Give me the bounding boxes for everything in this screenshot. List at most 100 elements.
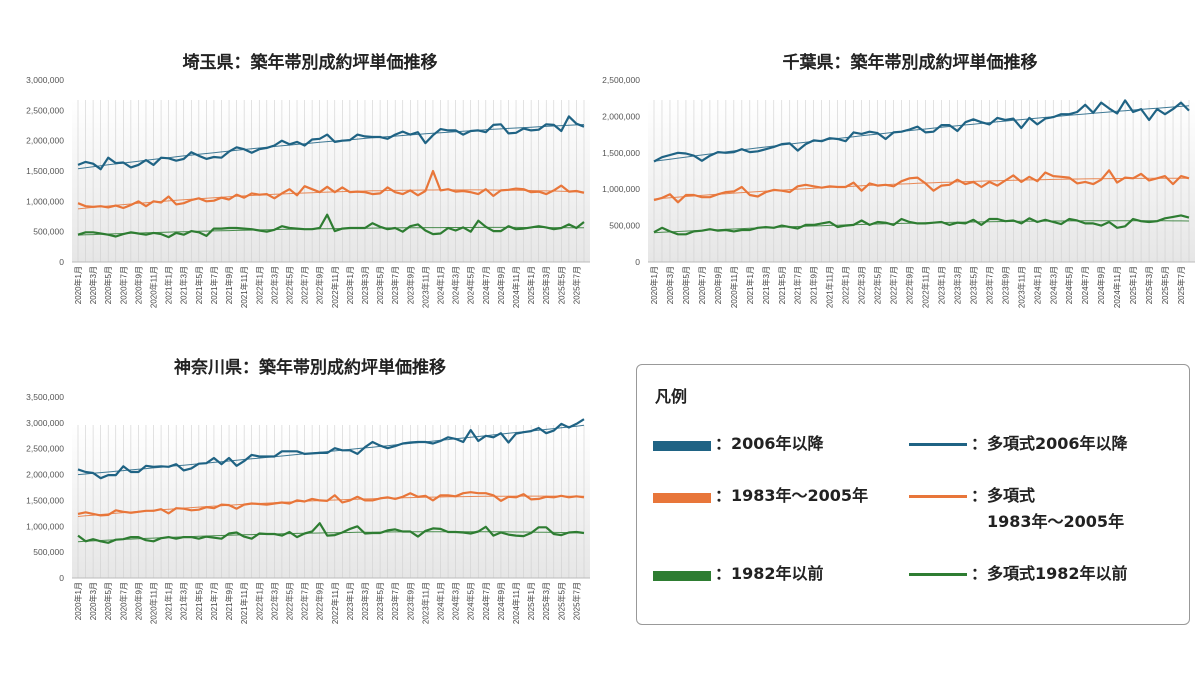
x-tick-label: 2021年11月 bbox=[239, 582, 249, 624]
series-line-pre1982 bbox=[77, 213, 585, 239]
legend-swatch bbox=[653, 493, 711, 503]
legend: 凡例 ：2006年以降 ：多項式2006年以降 ：1983年～2005年 ：多項式 1… bbox=[636, 364, 1190, 625]
x-tick-label: 2024年11月 bbox=[1112, 266, 1122, 308]
x-tick-label: 2025年3月 bbox=[1144, 266, 1154, 304]
x-tick-label: 2022年5月 bbox=[873, 266, 883, 304]
y-tick-label: 1,500,000 bbox=[26, 495, 64, 505]
x-tick-label: 2022年1月 bbox=[254, 582, 264, 620]
x-tick-label: 2024年7月 bbox=[481, 582, 491, 620]
x-tick-label: 2020年9月 bbox=[133, 266, 143, 304]
trendline-y1983_2005 bbox=[653, 177, 1189, 200]
chart-plot: 0 500,000 1,000,000 1,500,000 2,000,000 2,500… bbox=[26, 75, 590, 308]
x-tick-label: 2020年1月 bbox=[73, 266, 83, 304]
y-tick-label: 1,500,000 bbox=[26, 166, 64, 176]
series-line-y1983_2005 bbox=[653, 169, 1190, 204]
x-tick-label: 2021年5月 bbox=[777, 266, 787, 304]
x-tick-label: 2023年5月 bbox=[968, 266, 978, 304]
x-tick-label: 2024年7月 bbox=[1080, 266, 1090, 304]
x-tick-label: 2021年5月 bbox=[194, 266, 204, 304]
y-tick-label: 2,000,000 bbox=[602, 111, 640, 121]
legend-item: ：多項式1982年以前 bbox=[909, 561, 1128, 587]
x-tick-label: 2024年1月 bbox=[1032, 266, 1042, 304]
x-tick-label: 2023年11月 bbox=[420, 582, 430, 624]
x-tick-label: 2023年7月 bbox=[984, 266, 994, 304]
trendline-post2006 bbox=[77, 424, 585, 476]
x-tick-label: 2020年5月 bbox=[681, 266, 691, 304]
chart-chiba: 千葉県：築年帯別成約坪単価推移 0 500,000 1,000,000 1,500,0… bbox=[600, 40, 1200, 330]
y-tick-label: 3,000,000 bbox=[26, 418, 64, 428]
x-tick-label: 2020年7月 bbox=[118, 582, 128, 620]
y-tick-label: 1,000,000 bbox=[602, 184, 640, 194]
x-tick-label: 2022年7月 bbox=[300, 582, 310, 620]
legend-label: ：1982年以前 bbox=[715, 564, 824, 583]
y-tick-label: 3,500,000 bbox=[26, 392, 64, 402]
legend-label: ：1983年～2005年 bbox=[715, 486, 869, 505]
trendline-pre1982 bbox=[77, 226, 585, 236]
x-tick-label: 2024年9月 bbox=[496, 266, 506, 304]
trendline-y1983_2005 bbox=[77, 189, 585, 210]
x-tick-label: 2021年3月 bbox=[179, 582, 189, 620]
legend-item: ：1982年以前 bbox=[653, 561, 824, 587]
x-tick-label: 2023年3月 bbox=[952, 266, 962, 304]
x-tick-label: 2022年7月 bbox=[300, 266, 310, 304]
x-tick-label: 2020年9月 bbox=[133, 582, 143, 620]
legend-swatch bbox=[653, 441, 711, 451]
x-tick-label: 2022年3月 bbox=[269, 582, 279, 620]
y-tick-label: 2,500,000 bbox=[602, 75, 640, 85]
x-tick-label: 2025年5月 bbox=[1160, 266, 1170, 304]
y-tick-label: 1,000,000 bbox=[26, 521, 64, 531]
legend-line-swatch bbox=[909, 573, 967, 576]
x-tick-label: 2020年3月 bbox=[88, 266, 98, 304]
legend-label: ：多項式1982年以前 bbox=[971, 564, 1128, 583]
x-tick-label: 2023年1月 bbox=[345, 266, 355, 304]
x-tick-label: 2020年5月 bbox=[103, 582, 113, 620]
trendline-y1983_2005 bbox=[77, 495, 584, 517]
y-tick-label: 0 bbox=[59, 257, 64, 267]
x-tick-label: 2022年3月 bbox=[857, 266, 867, 304]
x-tick-label: 2023年3月 bbox=[360, 582, 370, 620]
y-tick-label: 500,000 bbox=[609, 221, 640, 231]
x-tick-label: 2021年11月 bbox=[825, 266, 835, 308]
x-tick-label: 2022年11月 bbox=[330, 582, 340, 624]
x-tick-label: 2021年9月 bbox=[809, 266, 819, 304]
legend-line-swatch bbox=[909, 443, 967, 446]
x-tick-label: 2024年1月 bbox=[436, 582, 446, 620]
x-tick-label: 2023年7月 bbox=[390, 582, 400, 620]
x-tick-label: 2022年3月 bbox=[269, 266, 279, 304]
x-tick-label: 2023年3月 bbox=[360, 266, 370, 304]
x-tick-label: 2024年5月 bbox=[466, 266, 476, 304]
trendline-post2006 bbox=[653, 105, 1190, 162]
x-tick-label: 2022年5月 bbox=[284, 582, 294, 620]
x-tick-label: 2023年9月 bbox=[405, 582, 415, 620]
x-tick-label: 2022年1月 bbox=[841, 266, 851, 304]
x-tick-label: 2021年3月 bbox=[179, 266, 189, 304]
x-tick-label: 2020年9月 bbox=[713, 266, 723, 304]
x-tick-label: 2020年5月 bbox=[103, 266, 113, 304]
x-tick-label: 2024年9月 bbox=[1096, 266, 1106, 304]
x-tick-label: 2021年7月 bbox=[793, 266, 803, 304]
y-tick-label: 2,500,000 bbox=[26, 444, 64, 454]
y-tick-label: 2,000,000 bbox=[26, 136, 64, 146]
x-tick-label: 2023年7月 bbox=[390, 266, 400, 304]
x-tick-label: 2024年11月 bbox=[511, 266, 521, 308]
chart-plot: 0 500,000 1,000,000 1,500,000 2,000,000 2,500… bbox=[26, 392, 590, 624]
legend-line-swatch bbox=[909, 495, 967, 498]
x-tick-label: 2024年3月 bbox=[451, 582, 461, 620]
x-tick-label: 2020年11月 bbox=[149, 266, 159, 308]
legend-item: ：多項式 1983年～2005年 bbox=[909, 483, 1124, 535]
legend-label: ：2006年以降 bbox=[715, 434, 824, 453]
x-tick-label: 2021年11月 bbox=[239, 266, 249, 308]
x-tick-label: 2025年5月 bbox=[556, 266, 566, 304]
x-tick-label: 2025年1月 bbox=[526, 582, 536, 620]
chart-title: 埼玉県：築年帯別成約坪単価推移 bbox=[182, 53, 438, 73]
x-tick-label: 2025年7月 bbox=[571, 582, 581, 620]
x-tick-label: 2021年7月 bbox=[209, 582, 219, 620]
legend-swatch bbox=[653, 571, 711, 581]
y-tick-label: 0 bbox=[635, 257, 640, 267]
x-tick-label: 2024年3月 bbox=[1048, 266, 1058, 304]
x-tick-label: 2022年9月 bbox=[315, 266, 325, 304]
x-tick-label: 2022年11月 bbox=[330, 266, 340, 308]
legend-title: 凡例 bbox=[655, 387, 688, 406]
x-tick-label: 2025年3月 bbox=[541, 582, 551, 620]
x-tick-label: 2024年3月 bbox=[451, 266, 461, 304]
